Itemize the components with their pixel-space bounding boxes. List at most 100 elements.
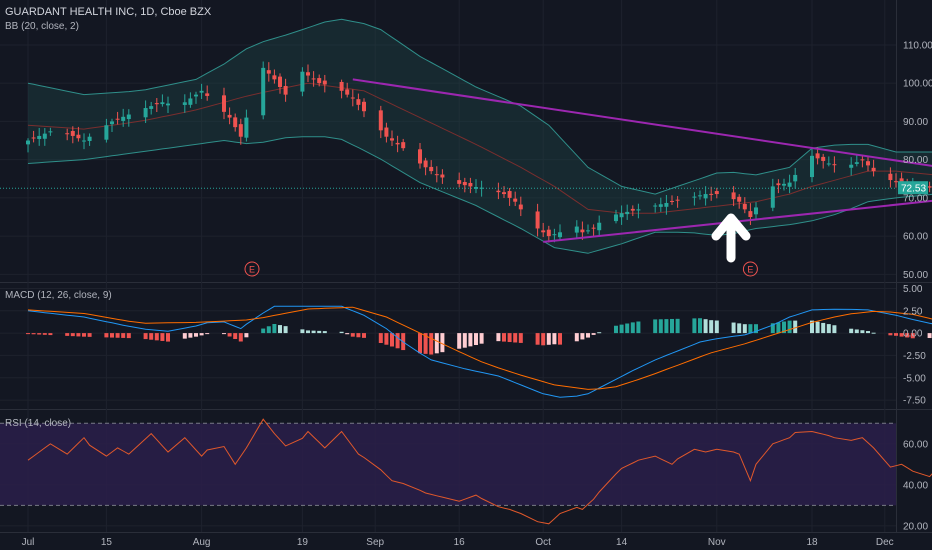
price-tick-label: 70.00 <box>903 193 928 204</box>
candle-body <box>658 204 663 207</box>
candle-body <box>513 198 518 202</box>
macd-histogram-bar <box>87 333 92 337</box>
candle-body <box>703 194 708 199</box>
candle-body <box>810 155 814 178</box>
macd-histogram-bar <box>591 333 596 335</box>
time-tick-label: 18 <box>806 537 818 548</box>
candle-body <box>278 76 282 87</box>
macd-histogram-bar <box>513 333 518 343</box>
candle-body <box>222 95 226 112</box>
macd-histogram-bar <box>910 333 915 339</box>
candle-body <box>121 116 126 121</box>
macd-histogram-bar <box>580 333 585 340</box>
macd-histogram-bar <box>535 333 540 345</box>
time-tick-label: Sep <box>366 537 384 548</box>
candle-body <box>272 75 277 80</box>
macd-histogram-bar <box>703 319 708 334</box>
candle-body <box>188 98 193 105</box>
candle-body <box>670 200 674 202</box>
macd-histogram-bar <box>860 330 865 334</box>
candle-body <box>306 72 310 76</box>
candle-body <box>474 187 478 189</box>
macd-histogram-bar <box>770 323 775 334</box>
candle-body <box>731 192 736 200</box>
candle-body <box>300 71 305 92</box>
candle-body <box>927 186 932 188</box>
macd-histogram-bar <box>871 332 876 334</box>
candle-body <box>787 182 792 187</box>
candle-body <box>126 114 131 120</box>
candle-body <box>826 163 831 165</box>
macd-histogram-bar <box>888 333 893 336</box>
macd-histogram-bar <box>205 333 210 335</box>
time-tick-label: Oct <box>535 537 551 548</box>
candle-body <box>664 202 669 207</box>
candle-body <box>714 191 719 195</box>
rsi-indicator <box>0 418 932 525</box>
candle-body <box>462 182 467 186</box>
macd-histogram-bar <box>731 322 736 334</box>
macd-histogram-bar <box>244 333 249 338</box>
macd-histogram-bar <box>558 333 562 345</box>
candle-body <box>429 166 434 172</box>
macd-histogram-bar <box>222 333 226 335</box>
earnings-marker-label: E <box>249 265 255 275</box>
macd-histogram-bar <box>518 333 523 343</box>
candle-body <box>496 190 501 193</box>
candle-body <box>440 174 445 178</box>
bb-lower-band <box>27 136 932 254</box>
candle-body <box>378 110 383 131</box>
macd-histogram-bar <box>423 333 428 354</box>
macd-legend: MACD (12, 26, close, 9) <box>5 290 112 301</box>
candle-body <box>154 103 159 105</box>
macd-histogram-bar <box>199 333 204 336</box>
macd-histogram-bar <box>395 333 400 349</box>
macd-histogram-bar <box>742 324 747 334</box>
macd-histogram-bar <box>714 320 719 334</box>
macd-histogram-bar <box>810 320 814 334</box>
macd-histogram-bar <box>272 324 277 334</box>
candle-body <box>65 133 70 135</box>
last-price-label: 72.53 <box>901 184 926 195</box>
macd-histogram-bar <box>614 325 618 334</box>
macd-histogram-bar <box>126 333 131 339</box>
candle-body <box>395 142 400 145</box>
macd-histogram-bar <box>390 333 394 347</box>
candle-body <box>636 209 641 211</box>
candle-body <box>31 137 36 139</box>
macd-histogram-bar <box>457 333 462 349</box>
time-tick-label: 16 <box>454 537 466 548</box>
macd-histogram-bar <box>675 318 680 334</box>
price-tick-label: 100.00 <box>903 79 932 90</box>
candle-body <box>205 93 210 96</box>
axis-labels: 110.00 100.00 90.00 80.00 70.00 60.00 50.00 5.0… <box>22 40 932 548</box>
macd-histogram-bar <box>233 333 238 339</box>
candle-body <box>866 161 870 166</box>
macd-histogram-bar <box>311 330 316 334</box>
candle-body <box>356 99 361 105</box>
macd-histogram-bar <box>692 318 697 334</box>
candle-body <box>793 174 798 182</box>
macd-histogram-bar <box>283 326 288 334</box>
candle-body <box>541 230 546 233</box>
price-tick-label: 110.00 <box>903 40 932 51</box>
candle-body <box>709 193 714 195</box>
macd-histogram-bar <box>474 333 478 346</box>
macd-histogram-bar <box>121 333 126 338</box>
macd-histogram-bar <box>496 333 501 342</box>
candle-body <box>390 138 394 141</box>
macd-histogram-bar <box>26 333 30 335</box>
macd-histogram-bar <box>182 333 187 339</box>
macd-histogram-bar <box>278 325 282 334</box>
candle-body <box>199 90 204 93</box>
macd-histogram-bar <box>418 333 422 354</box>
macd-histogram-bar <box>37 333 42 335</box>
candle-body <box>776 183 781 186</box>
macd-histogram-bar <box>507 333 512 343</box>
candle-body <box>283 85 288 95</box>
candle-body <box>832 164 837 166</box>
macd-histogram-bar <box>82 333 86 337</box>
candle-body <box>894 181 898 183</box>
rsi-legend: RSI (14, close) <box>5 418 71 429</box>
